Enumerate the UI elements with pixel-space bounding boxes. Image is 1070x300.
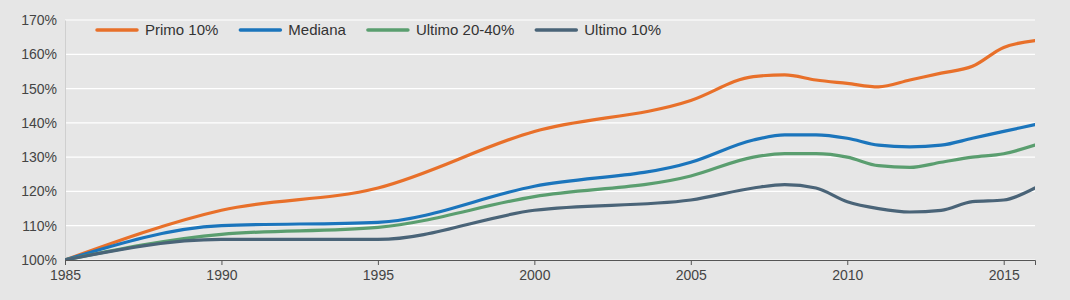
y-tick: 110%: [22, 218, 65, 234]
legend-item: Ultimo 10%: [536, 21, 661, 38]
legend-swatch: [536, 28, 576, 32]
legend-label: Ultimo 10%: [584, 21, 661, 38]
grid-line: [65, 157, 1035, 158]
chart: 100% 110% 120% 130% 140% 150% 160% 170% 1985 1990…: [0, 0, 1070, 300]
grid-line: [65, 88, 1035, 89]
x-tick-label: 2005: [676, 267, 707, 283]
x-tick-label: 1995: [363, 267, 394, 283]
y-tick: 120%: [21, 183, 65, 199]
x-tick-mark: [534, 260, 535, 265]
legend-item: Primo 10%: [97, 21, 218, 38]
y-tick-label: 110%: [22, 218, 57, 234]
x-tick-label: 2010: [832, 267, 863, 283]
x-tick-label: 2015: [989, 267, 1020, 283]
y-tick-label: 170%: [21, 12, 57, 28]
x-tick: 1995: [363, 260, 394, 283]
series-line: [65, 125, 1035, 260]
y-tick-label: 130%: [21, 149, 57, 165]
x-tick-mark: [65, 260, 66, 265]
y-tick: 130%: [21, 149, 65, 165]
x-tick-mark: [378, 260, 379, 265]
x-tick-label: 1985: [50, 267, 81, 283]
x-tick: 2005: [676, 260, 707, 283]
x-tick: 2015: [989, 260, 1020, 283]
series-line: [65, 145, 1035, 260]
x-axis: 1985 1990 1995 2000 2005 2010 2015: [50, 260, 1036, 283]
y-axis: 100% 110% 120% 130% 140% 150% 160% 170%: [21, 12, 65, 268]
grid-line: [65, 54, 1035, 55]
y-axis-line: [65, 21, 66, 261]
legend-label: Primo 10%: [145, 21, 218, 38]
grid: [65, 20, 1035, 260]
x-tick: 1990: [206, 260, 237, 283]
y-tick: 150%: [21, 81, 65, 97]
legend-swatch: [368, 28, 408, 32]
x-tick-mark: [691, 260, 692, 265]
grid-line: [65, 122, 1035, 123]
x-tick-mark: [847, 260, 848, 265]
legend-swatch: [97, 28, 137, 32]
x-tick-label: 1990: [206, 267, 237, 283]
y-tick-label: 150%: [21, 81, 57, 97]
lines: [65, 41, 1035, 260]
x-tick-label: 2000: [519, 267, 550, 283]
background: [0, 0, 1070, 300]
x-axis-line: [66, 261, 1036, 266]
legend-item: Ultimo 20-40%: [368, 21, 514, 38]
legend-label: Ultimo 20-40%: [416, 21, 514, 38]
y-tick: 140%: [21, 115, 65, 131]
x-tick: 2010: [832, 260, 863, 283]
legend-swatch: [240, 28, 280, 32]
legend: Primo 10% Mediana Ultimo 20-40% Ultimo 10%: [97, 21, 661, 38]
y-tick-label: 160%: [21, 46, 57, 62]
grid-line: [65, 191, 1035, 192]
x-tick: 1985: [50, 260, 81, 283]
series-line: [65, 185, 1035, 260]
y-tick: 160%: [21, 46, 65, 62]
y-tick: 100%: [21, 252, 65, 268]
y-tick-label: 120%: [21, 183, 57, 199]
series-line: [65, 41, 1035, 260]
y-tick-label: 140%: [21, 115, 57, 131]
x-tick: 2000: [519, 260, 550, 283]
legend-label: Mediana: [288, 21, 346, 38]
plot: 100% 110% 120% 130% 140% 150% 160% 170% 1985 1990…: [21, 12, 1035, 283]
y-tick-label: 100%: [21, 252, 57, 268]
y-tick: 170%: [21, 12, 65, 28]
legend-item: Mediana: [240, 21, 346, 38]
x-tick-mark: [1004, 260, 1005, 265]
x-tick-mark: [221, 260, 222, 265]
